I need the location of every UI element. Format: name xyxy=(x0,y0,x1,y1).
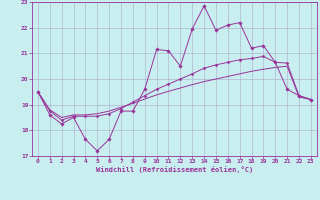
X-axis label: Windchill (Refroidissement éolien,°C): Windchill (Refroidissement éolien,°C) xyxy=(96,166,253,173)
